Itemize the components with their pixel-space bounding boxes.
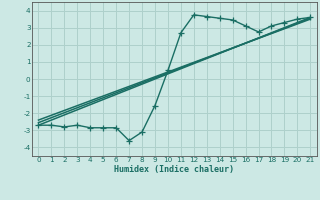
X-axis label: Humidex (Indice chaleur): Humidex (Indice chaleur) <box>115 165 234 174</box>
